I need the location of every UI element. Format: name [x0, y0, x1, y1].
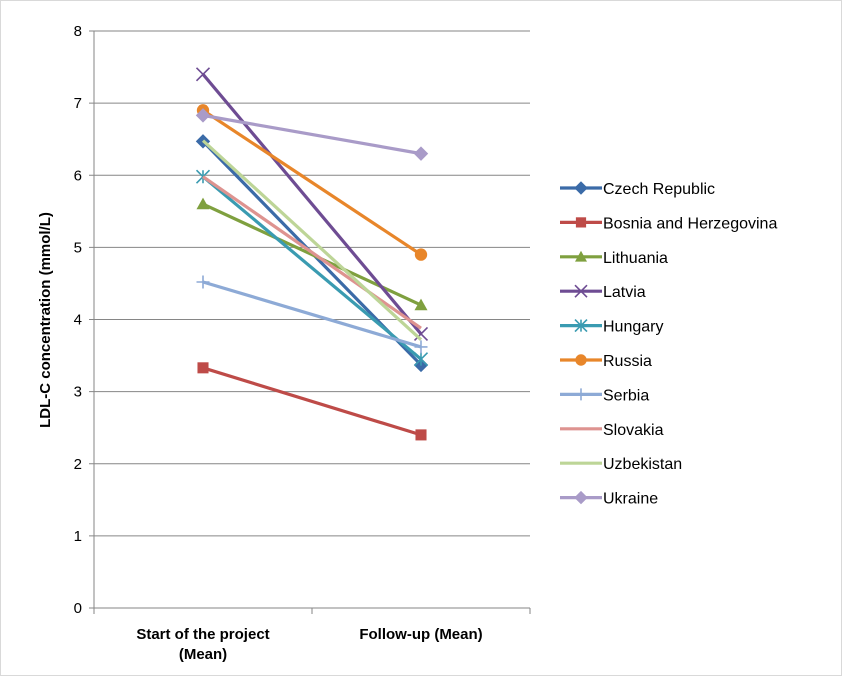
data-point-marker	[575, 388, 587, 401]
data-point-marker	[575, 354, 587, 366]
data-point-marker	[575, 217, 587, 228]
data-point-marker	[413, 326, 429, 341]
data-point-marker	[195, 67, 211, 82]
legend-entry: Serbia	[560, 387, 649, 404]
legend-label: Russia	[603, 353, 652, 370]
series-line	[202, 366, 422, 437]
data-point-marker	[574, 490, 588, 505]
y-tick-label: 7	[74, 95, 82, 112]
y-tick-label: 3	[74, 384, 82, 401]
legend-entry: Latvia	[560, 284, 646, 301]
y-tick-label: 8	[74, 23, 82, 40]
legend-entry: Slovakia	[560, 422, 664, 439]
legend-label: Uzbekistan	[603, 456, 682, 473]
y-tick-label: 2	[74, 456, 82, 473]
y-tick-label: 6	[74, 167, 82, 184]
series-line	[201, 139, 423, 341]
data-point-marker	[413, 146, 429, 161]
x-category-labels: Start of the project (Mean) Follow-up (Mea…	[136, 626, 482, 663]
y-tick-label: 5	[74, 239, 82, 256]
legend-entry: Hungary	[560, 319, 663, 336]
x-category-label-line: (Mean)	[179, 646, 227, 663]
x-category-label: Follow-up (Mean)	[359, 626, 482, 643]
series-serbia	[196, 275, 428, 354]
series-latvia	[195, 67, 429, 341]
data-point-marker	[197, 362, 209, 374]
series-bosnia-and-herzegovina	[197, 362, 427, 441]
gridlines	[89, 30, 531, 614]
legend-entry: Uzbekistan	[560, 456, 682, 473]
data-point-marker	[415, 429, 427, 441]
legend-entry: Ukraine	[560, 491, 658, 508]
data-point-marker	[413, 352, 429, 367]
series-line	[202, 113, 422, 156]
x-category-label-line: Start of the project	[136, 626, 269, 643]
legend-label: Ukraine	[603, 491, 658, 508]
legend-entry: Lithuania	[560, 250, 668, 267]
series-uzbekistan	[201, 139, 423, 341]
data-point-marker	[574, 181, 588, 195]
legend: Czech Republic Bosnia and Herzegovina Lith…	[560, 181, 777, 508]
y-tick-label: 0	[74, 600, 82, 617]
data-point-marker	[575, 250, 587, 262]
data-point-marker	[414, 248, 428, 261]
x-category-label: Start of the project (Mean)	[136, 626, 269, 663]
data-point-marker	[414, 340, 428, 354]
series-lines	[195, 67, 429, 441]
legend-label: Lithuania	[603, 250, 668, 267]
legend-label: Czech Republic	[603, 181, 715, 198]
series-line	[202, 109, 422, 256]
series-line	[201, 73, 423, 335]
legend-label: Serbia	[603, 387, 649, 404]
data-point-marker	[574, 284, 588, 298]
series-ukraine	[195, 108, 429, 161]
legend-entry: Russia	[560, 353, 652, 370]
data-point-marker	[574, 319, 588, 333]
legend-label: Latvia	[603, 284, 646, 301]
x-category-label-line: Follow-up (Mean)	[359, 626, 482, 643]
y-tick-label: 1	[74, 528, 82, 545]
legend-entry: Czech Republic	[560, 181, 715, 198]
data-point-marker	[196, 197, 210, 210]
y-tick-label: 4	[74, 312, 82, 329]
legend-label: Hungary	[603, 319, 663, 336]
y-tick-labels: 0 1 2 3 4 5 6 7 8	[74, 23, 82, 617]
legend-label: Slovakia	[603, 422, 664, 439]
legend-entry: Bosnia and Herzegovina	[560, 215, 777, 232]
data-point-marker	[195, 108, 211, 123]
axes	[93, 31, 530, 609]
y-axis-title: LDL-C concentration (mmol/L)	[37, 212, 54, 428]
legend-label: Bosnia and Herzegovina	[603, 215, 777, 232]
series-slovakia	[202, 175, 422, 330]
data-point-marker	[414, 298, 428, 311]
data-point-marker	[196, 275, 210, 289]
series-line	[202, 175, 422, 330]
series-line	[201, 175, 423, 361]
series-line	[202, 280, 422, 349]
